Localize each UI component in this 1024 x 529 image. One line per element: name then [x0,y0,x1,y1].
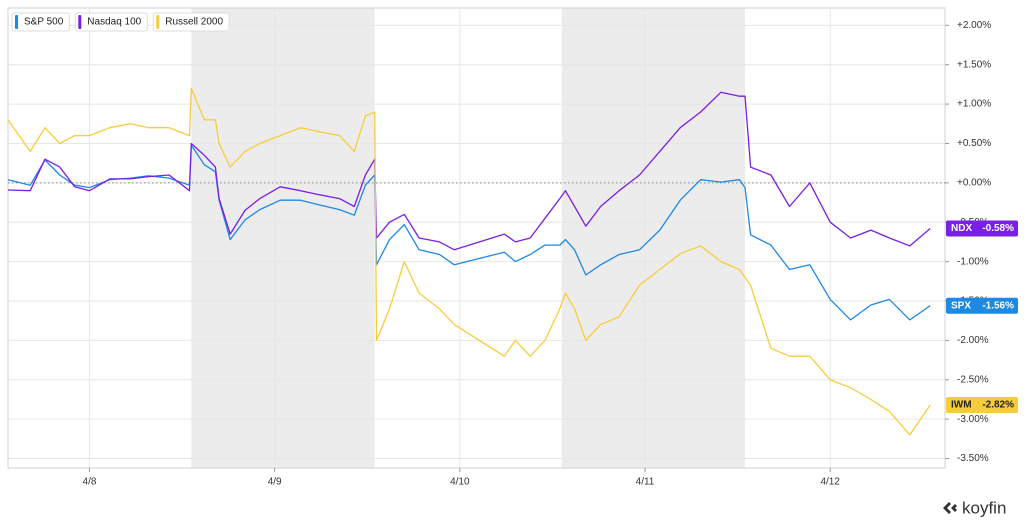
x-tick-label: 4/9 [268,477,282,488]
series-line [7,87,931,436]
legend-swatch [15,15,18,29]
legend-swatch [156,15,160,29]
legend-item: Russell 2000 [152,12,230,32]
end-tag: NDX -0.58% [946,220,1018,237]
y-tick-label: -3.00% [957,414,989,425]
shaded-range [561,8,746,468]
legend-box [152,12,230,32]
y-tick-label: +1.00% [957,99,991,110]
series-line [7,144,931,321]
series-line [7,91,931,251]
end-tag-value: -2.82% [982,400,1014,411]
plot-frame [7,7,946,469]
end-tag-box [946,220,1018,237]
x-tick-label: 4/8 [83,477,97,488]
end-tag-box [946,297,1018,314]
end-tag: IWM -2.82% [946,396,1018,413]
legend-label: S&P 500 [24,17,64,28]
y-tick-label: +0.50% [957,138,991,149]
end-tag: SPX -1.56% [946,297,1018,314]
logo-icon [943,502,957,514]
y-tick-label: +1.50% [957,59,991,70]
y-tick-label: +0.00% [957,178,991,189]
y-tick-label: -3.50% [957,453,989,464]
x-tick-label: 4/11 [636,477,655,488]
y-tick-label: -1.00% [957,256,989,267]
y-tick-label: -2.00% [957,335,989,346]
end-tag-ticker: NDX [951,223,972,234]
x-tick-label: 4/12 [820,477,840,488]
legend-box [74,12,148,32]
legend-label: Nasdaq 100 [87,17,141,28]
end-tag-value: -0.58% [982,223,1014,234]
y-tick-label: +2.00% [957,20,991,31]
legend-swatch [78,15,82,29]
end-tag-ticker: SPX [951,300,971,311]
end-tag-value: -1.56% [982,300,1014,311]
legend-item: S&P 500 [11,12,70,32]
logo: koyfin [943,498,1006,517]
legend-box [11,12,70,32]
end-tag-ticker: IWM [951,400,972,411]
y-tick-label: -2.50% [957,374,989,385]
legend-label: Russell 2000 [165,17,223,28]
end-tag-box [946,396,1018,413]
shaded-range [191,8,375,468]
brand: koyfin [962,498,1006,517]
x-tick-label: 4/10 [450,477,470,488]
legend-item: Nasdaq 100 [74,12,148,32]
